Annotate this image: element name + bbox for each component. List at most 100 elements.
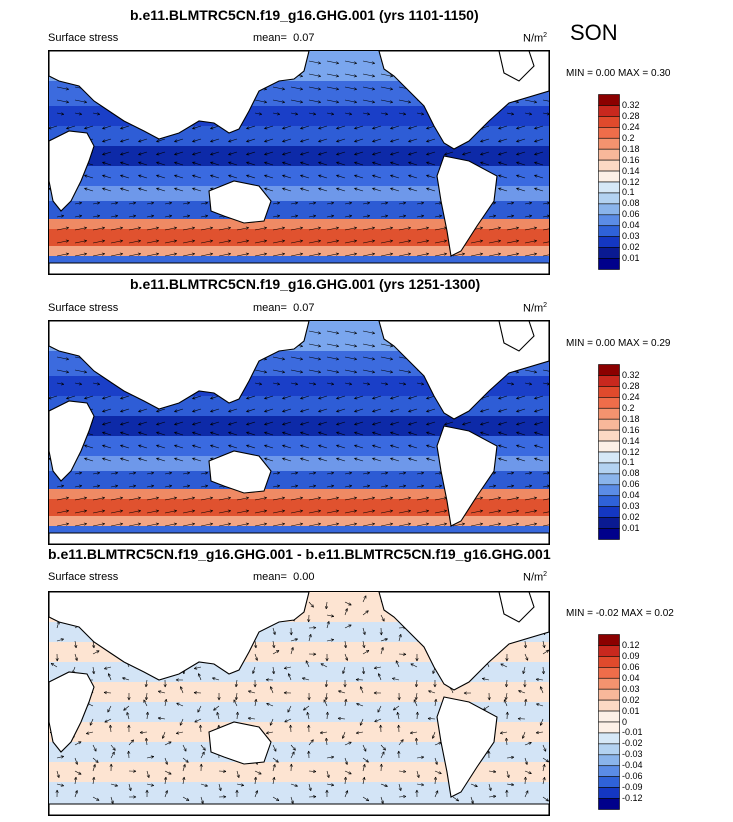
field-band	[49, 219, 549, 229]
colorbar-tick-label: 0	[622, 716, 628, 727]
colorbar-swatch	[598, 247, 620, 259]
field-band	[49, 166, 549, 186]
continent-outline	[49, 130, 95, 212]
colorbar-tick-label: 0.24	[622, 391, 640, 402]
field-band	[49, 762, 549, 782]
panel-1-title: b.e11.BLMTRC5CN.f19_g16.GHG.001 (yrs 110…	[130, 7, 479, 23]
colorbar-tick-label: 0.08	[622, 468, 640, 479]
panel-2-map	[48, 320, 550, 545]
panel-1-units-text: N/m	[523, 32, 544, 45]
colorbar-tick-label: 0.01	[622, 523, 640, 534]
colorbar-swatch	[598, 407, 620, 420]
colorbar-swatch	[598, 364, 620, 376]
colorbar-tick-label: 0.2	[622, 402, 635, 413]
colorbar-tick-label: 0.08	[622, 198, 640, 209]
field-band	[49, 516, 549, 526]
colorbar-tick-label: 0.16	[622, 424, 640, 435]
colorbar-swatch	[598, 743, 620, 756]
continent-outline	[49, 671, 95, 753]
colorbar-tick-label: 0.04	[622, 490, 640, 501]
field-band	[49, 722, 549, 742]
colorbar-swatch	[598, 667, 620, 679]
colorbar-swatch	[598, 688, 620, 701]
colorbar-swatch	[598, 181, 620, 194]
field-band	[49, 416, 549, 436]
panel-2-variable-label: Surface stress	[48, 302, 119, 314]
colorbar-tick-label: 0.06	[622, 479, 640, 490]
field-band	[49, 436, 549, 456]
colorbar-tick-label: 0.06	[622, 209, 640, 220]
field-band	[49, 201, 549, 219]
colorbar-swatch	[598, 397, 620, 409]
panel-3-mean: mean= 0.00	[253, 571, 315, 583]
colorbar-swatch	[598, 656, 620, 668]
panel-2-mean-label: mean=	[253, 302, 287, 314]
colorbar-tick-label: 0.04	[622, 220, 640, 231]
panel-3-units-text: N/m	[523, 571, 544, 584]
field-band	[49, 702, 549, 722]
colorbar-swatch	[598, 203, 620, 216]
colorbar-tick-label: 0.2	[622, 132, 635, 143]
colorbar-tick-label: 0.01	[622, 705, 640, 716]
colorbar-swatch	[598, 148, 620, 161]
colorbar-swatch	[598, 214, 620, 227]
panel-3-title: b.e11.BLMTRC5CN.f19_g16.GHG.001 - b.e11.…	[48, 546, 551, 562]
continent-outline	[436, 696, 498, 798]
panel-1-mean-label: mean=	[253, 32, 287, 44]
colorbar-swatch	[598, 116, 620, 128]
colorbar-swatch	[598, 528, 620, 540]
panel-2-units-text: N/m	[523, 302, 544, 315]
field-band	[49, 456, 549, 471]
continent-outline	[436, 155, 498, 257]
colorbar-tick-label: 0.16	[622, 154, 640, 165]
colorbar-tick-label: 0.04	[622, 672, 640, 683]
field-band	[49, 471, 549, 489]
field-band	[49, 146, 549, 166]
colorbar-swatch	[598, 418, 620, 431]
colorbar-tick-label: 0.03	[622, 231, 640, 242]
colorbar-swatch	[598, 776, 620, 788]
colorbar-swatch	[598, 137, 620, 150]
continent-outline	[49, 532, 549, 544]
panel-3-colorbar: 0.12 0.09 0.06 0.04 0.03 0.02 0.01 0 -0.01 -0.02-…	[598, 634, 658, 810]
panel-1-min-max: MIN = 0.00 MAX = 0.30	[566, 68, 671, 79]
panel-2-mean: mean= 0.07	[253, 302, 315, 314]
colorbar-swatch	[598, 506, 620, 518]
colorbar-swatch	[598, 765, 620, 777]
colorbar-swatch	[598, 258, 620, 270]
colorbar-swatch	[598, 495, 620, 507]
colorbar-tick-label: -0.09	[622, 782, 643, 793]
colorbar-swatch	[598, 127, 620, 139]
colorbar-swatch	[598, 699, 620, 712]
panel-2-title: b.e11.BLMTRC5CN.f19_g16.GHG.001 (yrs 125…	[130, 276, 481, 292]
colorbar-swatch	[598, 225, 620, 237]
colorbar-tick-label: 0.24	[622, 121, 640, 132]
colorbar-swatch	[598, 732, 620, 745]
colorbar-tick-label: 0.01	[622, 253, 640, 264]
continent-outline	[436, 425, 498, 527]
panel-1-mean-value: 0.07	[293, 32, 315, 44]
colorbar-tick-label: 0.12	[622, 176, 640, 187]
colorbar-swatch	[598, 236, 620, 248]
colorbar-tick-label: -0.04	[622, 760, 643, 771]
colorbar-tick-label: 0.12	[622, 446, 640, 457]
panel-3-mean-label: mean=	[253, 571, 287, 583]
colorbar-swatch	[598, 105, 620, 117]
colorbar-swatch	[598, 473, 620, 486]
panel-3-variable-label: Surface stress	[48, 571, 119, 583]
continent-outline	[49, 803, 549, 815]
colorbar-swatch	[598, 462, 620, 475]
continent-outline	[49, 51, 310, 140]
field-band	[49, 682, 549, 702]
colorbar-swatch	[598, 375, 620, 387]
field-band	[49, 742, 549, 762]
continent-outline	[49, 400, 95, 482]
field-band	[49, 246, 549, 256]
colorbar-tick-label: -0.12	[622, 793, 643, 804]
colorbar-tick-label: 0.18	[622, 413, 640, 424]
colorbar-swatch	[598, 429, 620, 442]
colorbar-tick-label: -0.02	[622, 738, 643, 749]
colorbar-tick-label: -0.06	[622, 771, 643, 782]
colorbar-swatch	[598, 677, 620, 690]
continent-outline	[498, 592, 535, 623]
